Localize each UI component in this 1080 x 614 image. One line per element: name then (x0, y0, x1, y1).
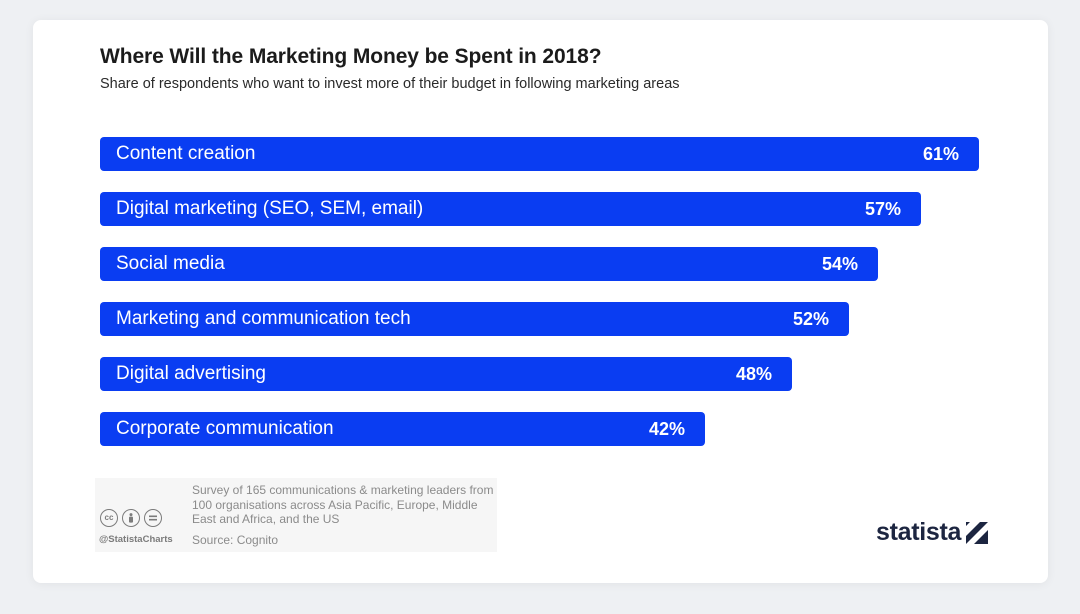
cc-icon: cc (100, 509, 118, 527)
bar: Corporate communication 42% (100, 412, 705, 446)
bar-value-label: 61% (922, 144, 959, 164)
bar-value-label: 42% (648, 419, 685, 439)
bar-label: Social media (116, 253, 225, 274)
statista-wordmark: statista (876, 518, 962, 546)
bar: Social media 54% (100, 247, 878, 281)
bar-label: Marketing and communication tech (116, 308, 411, 329)
statista-brand: statista (876, 518, 989, 547)
bar-label: Corporate communication (116, 418, 334, 439)
bar-label: Digital marketing (SEO, SEM, email) (116, 198, 424, 219)
bar: Digital advertising 48% (100, 357, 792, 391)
survey-note: Survey of 165 communications & marketing… (192, 483, 494, 526)
bar-value-label: 48% (735, 364, 772, 384)
source-note: Source: Cognito (192, 533, 279, 547)
statista-logo-icon (966, 521, 989, 544)
chart-footer: cc @StatistaCharts Survey of 165 communi… (95, 478, 497, 552)
bar-value-label: 52% (792, 309, 829, 329)
bar: Digital marketing (SEO, SEM, email) 57% (100, 192, 921, 226)
bar-value-label: 57% (864, 199, 901, 219)
no-derivatives-icon (144, 509, 162, 527)
chart-card: Where Will the Marketing Money be Spent … (33, 20, 1048, 583)
attribution-icon (122, 509, 140, 527)
chart-subtitle: Share of respondents who want to invest … (100, 76, 680, 92)
statista-charts-handle: @StatistaCharts (99, 534, 173, 545)
bar-value-label: 54% (821, 254, 858, 274)
bar-label: Content creation (116, 143, 256, 164)
bar: Content creation 61% (100, 137, 979, 171)
license-icons: cc (100, 509, 162, 527)
bar-label: Digital advertising (116, 363, 266, 384)
bar: Marketing and communication tech 52% (100, 302, 849, 336)
chart-title: Where Will the Marketing Money be Spent … (100, 45, 602, 68)
